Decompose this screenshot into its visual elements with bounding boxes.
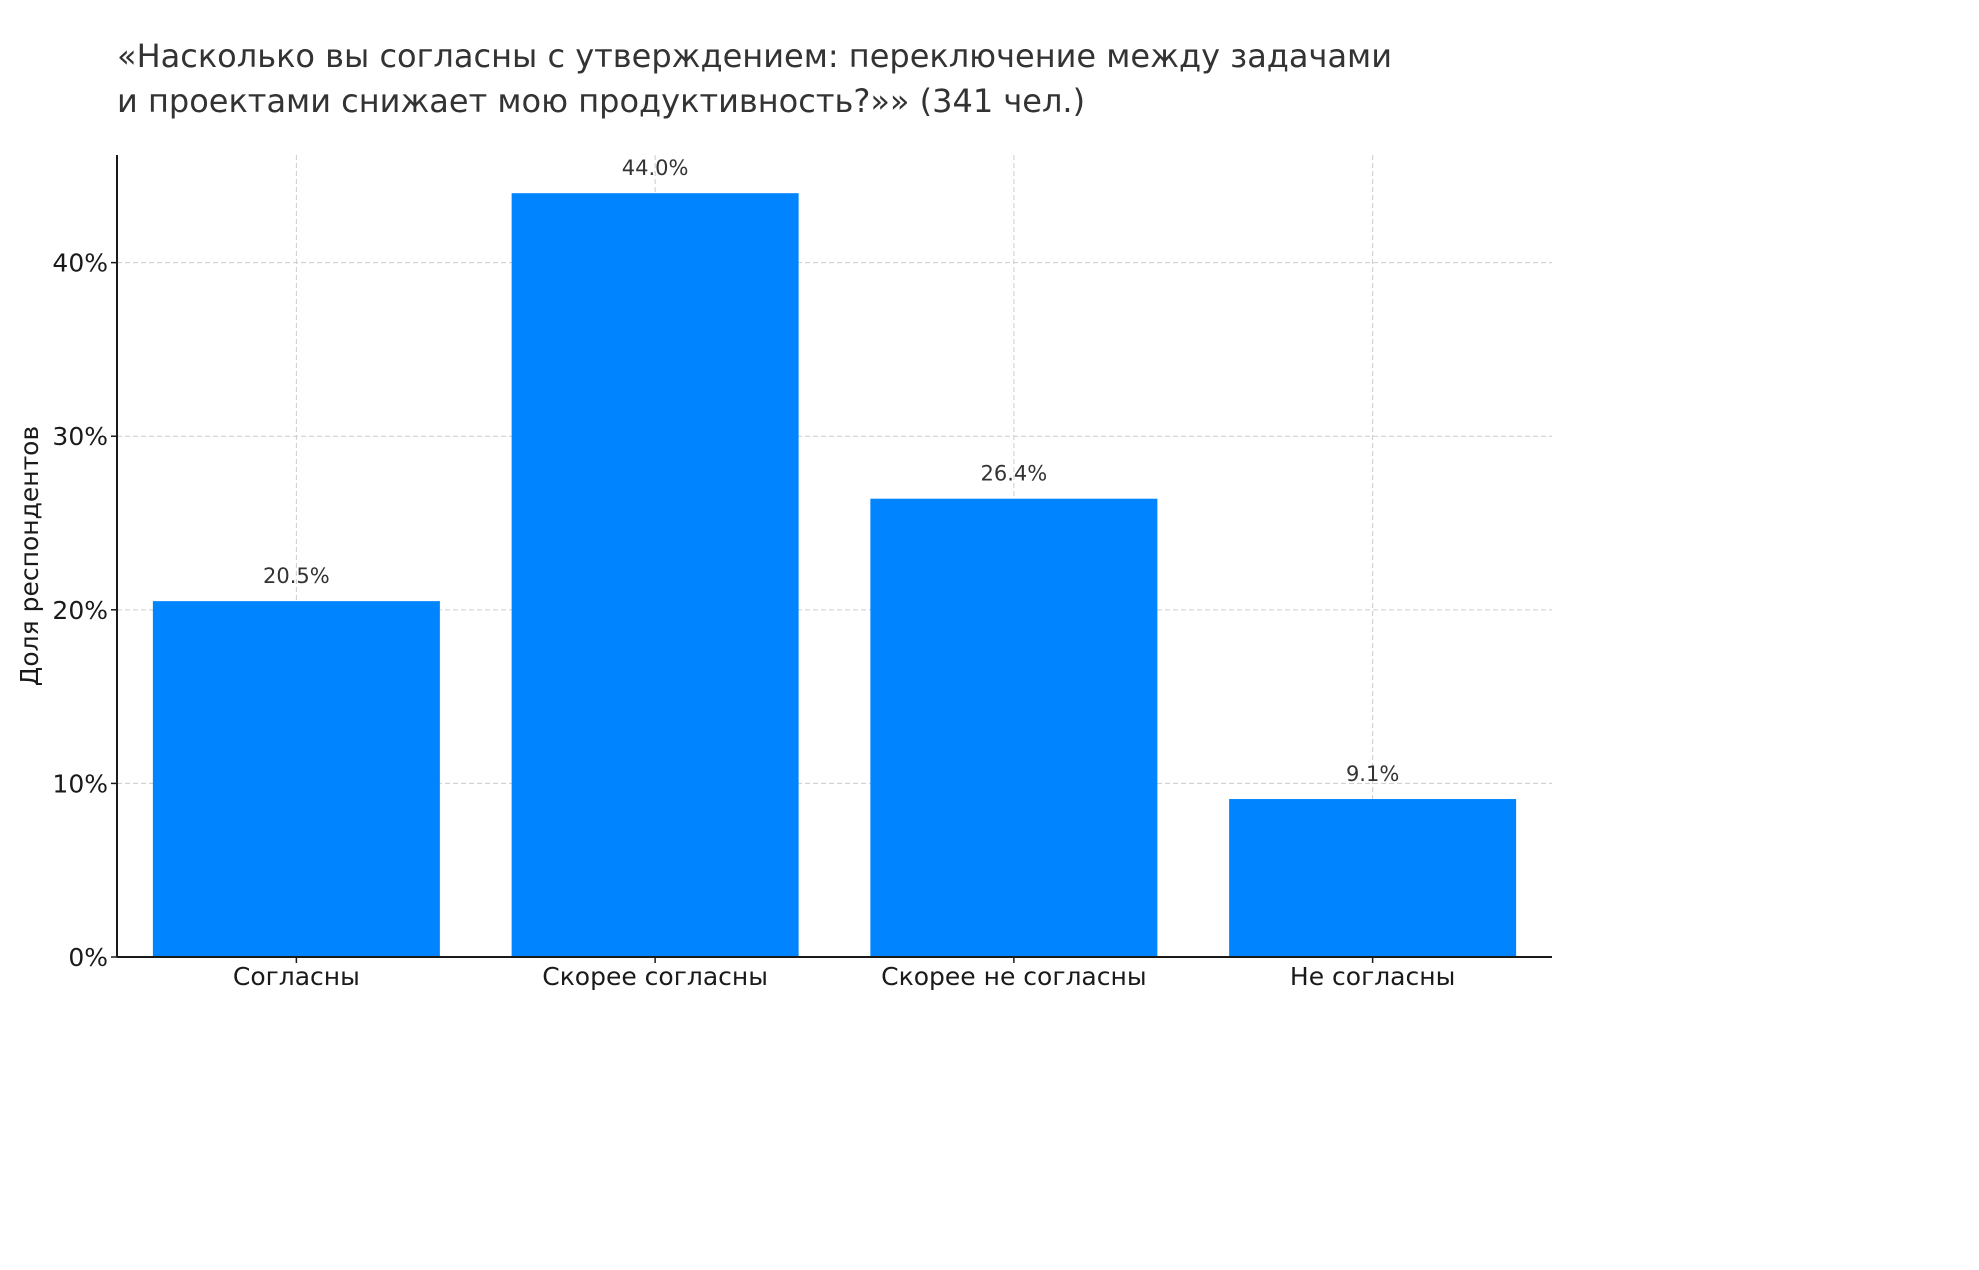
bar xyxy=(511,193,799,957)
y-axis-title: Доля респондентов xyxy=(15,426,44,686)
y-tick-label: 30% xyxy=(52,422,108,451)
bar xyxy=(870,498,1158,957)
bar-value-label: 44.0% xyxy=(622,156,689,180)
chart-title-line-1: «Насколько вы согласны с утверждением: п… xyxy=(117,37,1392,75)
axes-layer xyxy=(111,155,1552,963)
bar xyxy=(152,601,440,957)
y-tick-label: 10% xyxy=(52,769,108,798)
y-tick-label: 0% xyxy=(68,943,108,972)
bar-value-label: 26.4% xyxy=(981,462,1048,486)
chart-title-line-2: и проектами снижает мою продуктивность?»… xyxy=(117,82,1086,120)
x-tick-label: Скорее согласны xyxy=(542,962,768,991)
bar-value-label: 20.5% xyxy=(263,564,330,588)
y-tick-label: 20% xyxy=(52,596,108,625)
bar xyxy=(1229,799,1517,957)
bars-layer xyxy=(152,193,1517,957)
bar-value-label: 9.1% xyxy=(1346,762,1399,786)
bar-chart: 0% 10% 20% 30% 40% 20.5% Согласны 44.0% Скорее с… xyxy=(15,155,1552,991)
y-tick-label: 40% xyxy=(52,249,108,278)
x-tick-label: Скорее не согласны xyxy=(881,962,1146,991)
x-tick-label: Согласны xyxy=(233,962,360,991)
x-tick-label: Не согласны xyxy=(1290,962,1455,991)
labels-layer: 0% 10% 20% 30% 40% 20.5% Согласны 44.0% Скорее с… xyxy=(52,156,1455,991)
chart-title: «Насколько вы согласны с утверждением: п… xyxy=(117,34,1517,124)
